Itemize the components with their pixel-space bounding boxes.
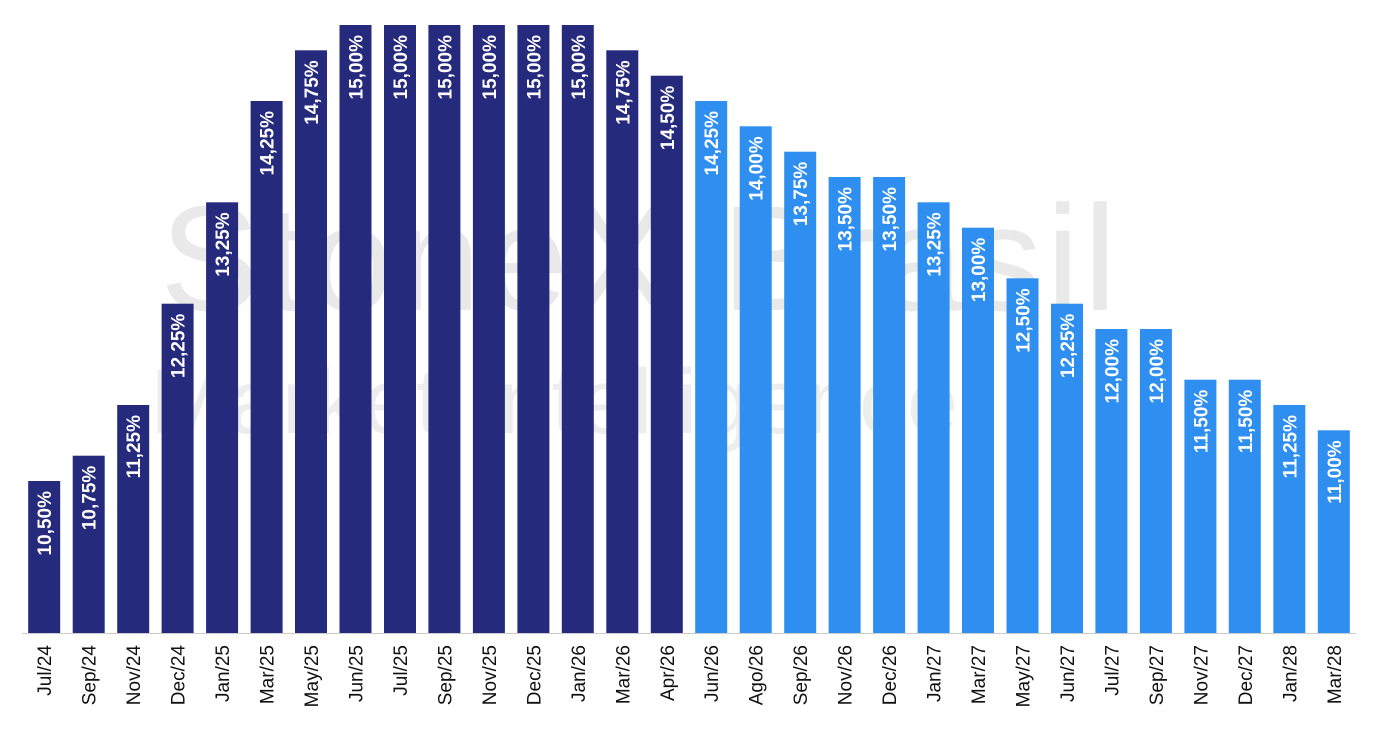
x-tick-label: Jul/27 xyxy=(1102,645,1123,696)
bar-value-label: 13,25% xyxy=(925,212,946,277)
x-tick-labels: Jul/24 Sep/24 Nov/24 Dec/24 Jan/25 Mar/25 May/… xyxy=(35,645,1346,708)
bar xyxy=(1228,379,1261,633)
bar xyxy=(1317,430,1350,633)
x-tick-label: Jun/26 xyxy=(702,645,723,702)
x-tick-label: Mar/26 xyxy=(613,645,634,704)
bar-value-label: 14,75% xyxy=(302,60,323,125)
x-tick-label: Jun/25 xyxy=(347,645,368,702)
bar xyxy=(917,202,950,634)
x-tick-label: Jan/28 xyxy=(1280,645,1301,702)
bar xyxy=(472,25,505,633)
bar-value-label: 14,25% xyxy=(258,111,279,176)
bar-value-label: 14,25% xyxy=(702,111,723,176)
bar-value-label: 11,50% xyxy=(1191,390,1212,453)
bar-value-label: 15,00% xyxy=(480,35,501,100)
bar xyxy=(695,101,728,633)
x-tick-label: Jan/27 xyxy=(925,645,946,702)
bar-value-label: 10,75% xyxy=(80,466,101,531)
x-tick-label: Jul/25 xyxy=(391,645,412,696)
x-tick-label: Dec/25 xyxy=(524,645,545,705)
bars-group: 10,50% 10,75% 11,25% 12,25% 13,25% 14,25% 14,7… xyxy=(28,25,1350,634)
x-tick-label: May/25 xyxy=(302,645,323,707)
bar xyxy=(117,405,150,633)
bar xyxy=(384,25,416,633)
x-tick-label: Ago/26 xyxy=(747,645,768,705)
bar-value-label: 13,75% xyxy=(791,162,812,227)
bar xyxy=(339,25,372,633)
x-tick-label: Apr/26 xyxy=(658,645,679,701)
x-tick-label: Nov/27 xyxy=(1191,645,1212,705)
bar-value-label: 13,00% xyxy=(969,238,990,303)
bar xyxy=(28,481,61,633)
x-tick-label: Mar/27 xyxy=(969,645,990,704)
bar-value-label: 11,00% xyxy=(1325,440,1346,503)
bar-value-label: 11,25% xyxy=(1280,415,1301,478)
x-tick-label: Nov/24 xyxy=(124,645,145,706)
bar xyxy=(561,25,594,633)
bar xyxy=(962,227,994,633)
x-tick-label: Jan/25 xyxy=(213,645,234,702)
bar-value-label: 14,00% xyxy=(747,136,768,201)
bar-value-label: 15,00% xyxy=(391,35,412,100)
bar-value-label: 12,50% xyxy=(1014,288,1035,353)
bar xyxy=(873,177,906,633)
bar xyxy=(1184,379,1217,633)
x-tick-label: Sep/24 xyxy=(80,645,101,706)
bar xyxy=(1095,329,1128,633)
x-tick-label: Sep/26 xyxy=(791,645,812,705)
x-tick-label: Nov/25 xyxy=(480,645,501,705)
bar xyxy=(1139,329,1172,633)
bar-value-label: 15,00% xyxy=(569,35,590,100)
bar xyxy=(1006,278,1039,633)
bar xyxy=(250,101,283,633)
x-tick-label: Dec/24 xyxy=(169,645,190,706)
bar xyxy=(517,25,550,633)
bar-value-label: 10,50% xyxy=(35,491,56,556)
x-tick-label: May/27 xyxy=(1014,645,1035,707)
x-tick-label: Jul/24 xyxy=(35,645,56,696)
bar xyxy=(1273,405,1306,633)
bar-value-label: 15,00% xyxy=(524,35,545,100)
bar xyxy=(828,177,861,633)
bar-value-label: 12,25% xyxy=(169,314,190,379)
x-tick-label: Dec/26 xyxy=(880,645,901,705)
bar xyxy=(161,303,194,633)
bar xyxy=(295,50,327,634)
bar xyxy=(606,50,639,634)
x-tick-label: Sep/27 xyxy=(1147,645,1168,705)
bar-value-label: 12,00% xyxy=(1102,339,1123,404)
bar-value-label: 14,75% xyxy=(613,60,634,125)
bar xyxy=(784,151,817,633)
bar xyxy=(72,455,105,633)
bar-value-label: 15,00% xyxy=(347,35,368,100)
bar xyxy=(650,75,683,633)
bar-value-label: 11,25% xyxy=(124,415,145,478)
x-tick-label: Mar/25 xyxy=(258,645,279,704)
x-tick-label: Sep/25 xyxy=(435,645,456,705)
x-tick-label: Mar/28 xyxy=(1325,645,1346,704)
bar-value-label: 11,50% xyxy=(1236,390,1257,453)
bar-value-label: 13,50% xyxy=(836,187,857,252)
bar-value-label: 12,00% xyxy=(1147,339,1168,404)
bar-value-label: 15,00% xyxy=(435,35,456,100)
bar xyxy=(206,202,239,634)
x-tick-label: Dec/27 xyxy=(1236,645,1257,705)
bar-value-label: 14,50% xyxy=(658,86,679,151)
x-tick-label: Jun/27 xyxy=(1058,645,1079,702)
bar-value-label: 12,25% xyxy=(1058,314,1079,379)
bar xyxy=(739,126,772,634)
bar xyxy=(428,25,461,633)
bar-value-label: 13,50% xyxy=(880,187,901,252)
x-tick-label: Nov/26 xyxy=(836,645,857,705)
bar xyxy=(1051,303,1083,633)
bar-value-label: 13,25% xyxy=(213,212,234,277)
x-tick-label: Jan/26 xyxy=(569,645,590,702)
